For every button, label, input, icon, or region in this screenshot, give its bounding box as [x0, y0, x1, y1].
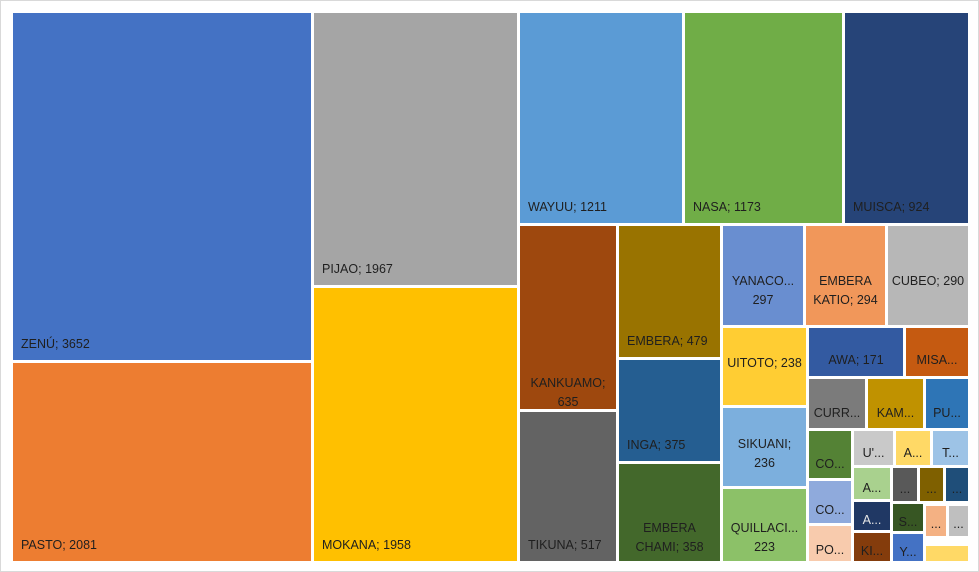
treemap-tile: EMBERA KATIO; 294 [806, 226, 885, 325]
treemap-tile-label: T... [942, 446, 959, 460]
treemap-tile-label: EMBERA; 479 [627, 334, 708, 348]
treemap-tile: CURR... [809, 379, 865, 428]
treemap-tile-label: A... [862, 513, 882, 527]
treemap-tile-label: U'... [862, 446, 885, 460]
treemap-tile-label: CUBEO; 290 [891, 274, 965, 288]
treemap-tile-label: NASA; 1173 [693, 200, 761, 214]
treemap-tile-label: UITOTO; 238 [727, 356, 802, 370]
treemap-tile-label: AWA; 171 [828, 353, 884, 367]
treemap-tile: ... [946, 468, 968, 501]
treemap-tile-label: KAM... [876, 406, 915, 420]
treemap-tile: YANACO... 297 [723, 226, 803, 325]
treemap-tile: PIJAO; 1967 [314, 13, 517, 285]
treemap-tile-label: INGA; 375 [627, 438, 686, 452]
treemap-tile-label: QUILLACI... 223 [730, 521, 799, 554]
treemap-tile-label: CO... [815, 503, 845, 517]
treemap-tile: T... [933, 431, 968, 465]
treemap-tile: EMBERA CHAMI; 358 [619, 464, 720, 561]
treemap-tile: CO... [809, 481, 851, 523]
treemap-tile-label: A... [862, 481, 882, 495]
treemap-tile-label: ... [899, 482, 911, 496]
treemap-tile: AWA; 171 [809, 328, 903, 376]
treemap-tile: KANKUAMO; 635 [520, 226, 616, 409]
treemap-tile-label: KANKUAMO; 635 [530, 376, 606, 409]
treemap-tile: ... [893, 468, 917, 501]
treemap-tile-label: PIJAO; 1967 [322, 262, 393, 276]
treemap-tile: PASTO; 2081 [13, 363, 311, 561]
treemap-tile: U'... [854, 431, 893, 465]
treemap-tile: NASA; 1173 [685, 13, 842, 223]
treemap-tile-label: ... [926, 482, 937, 496]
treemap-tile: MOKANA; 1958 [314, 288, 517, 561]
treemap-tile: CO... [809, 431, 851, 478]
treemap-tile-label: MOKANA; 1958 [322, 538, 411, 552]
treemap-tile: KI... [854, 533, 890, 561]
treemap-tile-label: ZENÚ; 3652 [21, 337, 90, 351]
treemap-tile: MUISCA; 924 [845, 13, 968, 223]
treemap-tile: EMBERA; 479 [619, 226, 720, 357]
treemap-tile: S... [893, 504, 923, 531]
treemap-tile: SIKUANI; 236 [723, 408, 806, 486]
treemap-tile-label: WAYUU; 1211 [528, 200, 607, 214]
treemap-tile: A... [896, 431, 930, 465]
treemap-tile-label: PO... [815, 543, 845, 557]
treemap-tile: INGA; 375 [619, 360, 720, 461]
treemap-tile: CUBEO; 290 [888, 226, 968, 325]
treemap-tile-label: ... [951, 482, 963, 496]
treemap-tile: TIKUNA; 517 [520, 412, 616, 561]
treemap-tile: QUILLACI... 223 [723, 489, 806, 561]
treemap-tile-label: YANACO... 297 [731, 274, 795, 307]
treemap-tile-label: KI... [860, 544, 884, 558]
treemap-tile-label: CURR... [813, 406, 861, 420]
treemap-tile-label: MUISCA; 924 [853, 200, 930, 214]
treemap-tile-label: Y... [899, 545, 917, 559]
treemap-tile: KAM... [868, 379, 923, 428]
treemap-tile: A... [854, 502, 890, 530]
treemap-tile-label: SIKUANI; 236 [737, 437, 792, 470]
treemap-tile-label: CO... [815, 457, 845, 471]
treemap-tile: PO... [809, 526, 851, 561]
treemap-tile-label: A... [903, 446, 923, 460]
treemap-tile-label: PU... [933, 406, 961, 420]
treemap-tile: PU... [926, 379, 968, 428]
treemap-tile: ... [926, 506, 946, 536]
treemap-tile: ZENÚ; 3652 [13, 13, 311, 360]
treemap-tile-label: TIKUNA; 517 [528, 538, 602, 552]
treemap-tile: Y... [893, 534, 923, 561]
treemap-tile: WAYUU; 1211 [520, 13, 682, 223]
treemap-tile [926, 546, 968, 561]
treemap-tile: A... [854, 468, 890, 499]
treemap-tile-label: EMBERA KATIO; 294 [813, 274, 878, 307]
treemap-tile: UITOTO; 238 [723, 328, 806, 405]
treemap-tile: ... [949, 506, 968, 536]
treemap-tile-label: PASTO; 2081 [21, 538, 97, 552]
treemap-tile-label: ... [953, 517, 964, 531]
treemap-tile: MISA... [906, 328, 968, 376]
treemap-tile: ... [920, 468, 943, 501]
treemap-tile-label: S... [898, 515, 918, 529]
treemap-tile-label: EMBERA CHAMI; 358 [635, 521, 704, 554]
treemap-tile-label: MISA... [916, 353, 958, 367]
treemap-tile-label: ... [930, 517, 942, 531]
